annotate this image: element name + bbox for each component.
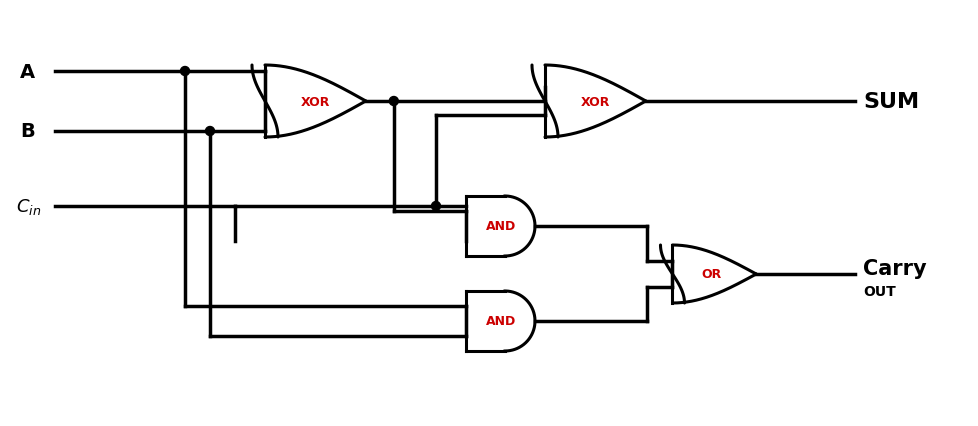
Text: A: A (20, 62, 35, 81)
Circle shape (431, 202, 440, 211)
Circle shape (389, 97, 398, 106)
Text: Carry: Carry (863, 259, 926, 278)
Text: AND: AND (485, 220, 515, 233)
Text: OUT: OUT (863, 284, 895, 298)
Circle shape (205, 127, 214, 136)
Text: AND: AND (485, 315, 515, 328)
Text: OR: OR (701, 268, 722, 281)
Text: SUM: SUM (863, 92, 918, 112)
Text: XOR: XOR (300, 95, 330, 108)
Text: $C_{in}$: $C_{in}$ (16, 196, 41, 216)
Text: B: B (20, 122, 34, 141)
Text: XOR: XOR (580, 95, 609, 108)
Circle shape (180, 67, 190, 76)
